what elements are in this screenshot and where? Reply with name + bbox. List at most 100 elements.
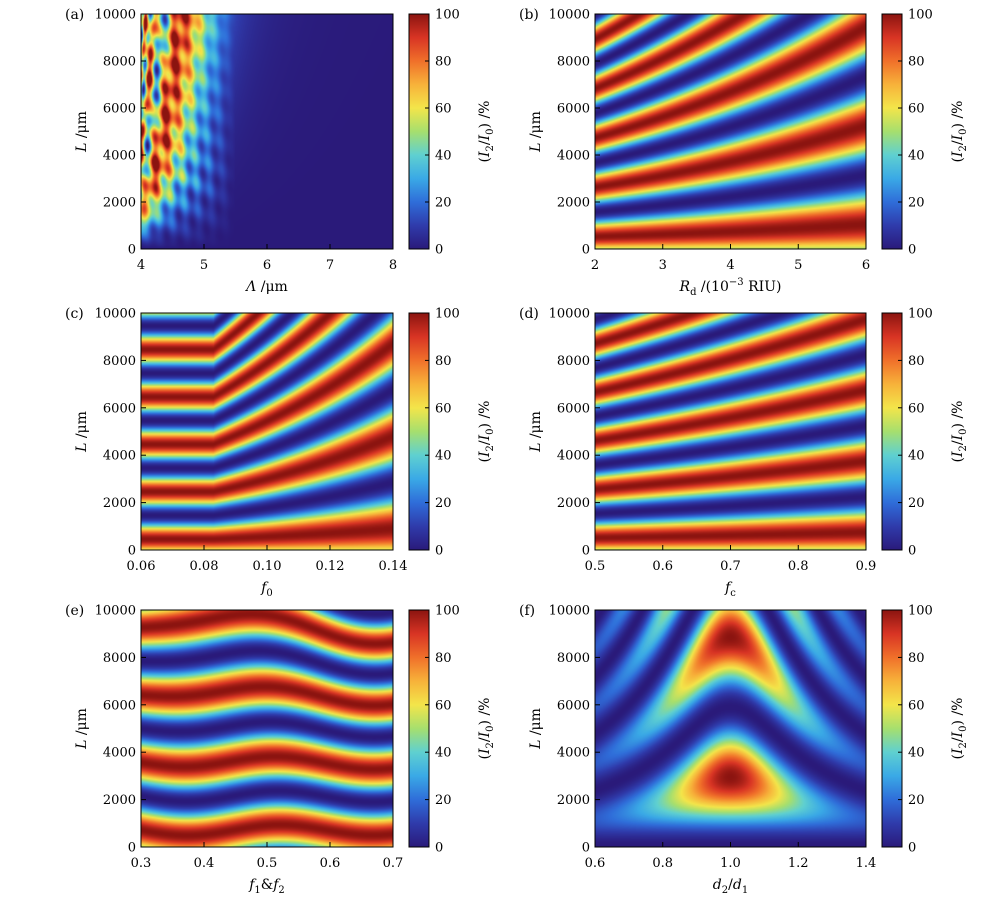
y-tick-label: 2000 [557,496,590,511]
colorbar-tick-label: 0 [908,243,916,258]
x-tick-label: 8 [389,258,397,273]
colorbar [881,312,903,551]
y-axis-label: L /μm [74,111,90,153]
heatmap-image-4 [141,610,393,847]
y-axis-label: L /μm [528,708,544,750]
colorbar-tick-label: 20 [908,496,925,511]
colorbar [408,312,430,551]
heatmap-image-2 [141,313,393,550]
colorbar-tick-label: 40 [435,149,452,164]
colorbar-tick-label: 100 [908,307,933,322]
y-tick-label: 4000 [103,449,136,464]
y-tick-label: 6000 [103,401,136,416]
y-tick-label: 2000 [557,793,590,808]
x-tick-label: 0.8 [788,559,809,574]
colorbar [408,13,430,250]
x-tick-label: 6 [263,258,271,273]
x-tick-label: 4 [137,258,145,273]
y-tick-label: 0 [128,243,136,258]
y-tick-label: 10000 [549,604,590,619]
heatmap-image-5 [595,610,866,847]
chart-panel-5: (f) 0.6 0.8 1.0 1.2 1.4 0 2000 4000 6000 8000 10000… [519,603,969,896]
x-tick-label: 1.2 [788,856,809,871]
colorbar-tick-label: 80 [908,55,925,70]
x-tick-label: 0.08 [190,559,219,574]
y-tick-label: 6000 [103,102,136,117]
y-tick-label: 4000 [103,149,136,164]
x-axis-label: f1&f2 [248,877,285,896]
y-tick-label: 2000 [557,196,590,211]
colorbar-tick-label: 60 [908,102,925,117]
y-tick-label: 8000 [103,651,136,666]
y-tick-label: 0 [128,841,136,856]
x-tick-label: 3 [659,258,667,273]
x-tick-label: 0.12 [316,559,345,574]
y-tick-label: 2000 [103,496,136,511]
colorbar-tick-label: 60 [908,401,925,416]
x-tick-label: 0.7 [720,559,741,574]
colorbar-label: (I2/I0) /% [477,401,496,463]
colorbar-tick-label: 80 [908,354,925,369]
colorbar-tick-label: 60 [435,401,452,416]
y-tick-label: 6000 [557,401,590,416]
y-tick-label: 8000 [103,354,136,369]
colorbar [881,13,903,250]
y-axis-label: L /μm [74,708,90,750]
y-tick-label: 6000 [103,698,136,713]
x-tick-label: 0.7 [383,856,404,871]
y-tick-label: 6000 [557,102,590,117]
x-tick-label: 0.3 [131,856,152,871]
x-tick-label: 0.6 [652,559,673,574]
heatmap-image-3 [595,313,866,550]
colorbar-tick-label: 0 [908,841,916,856]
x-axis-label: fc [724,580,736,599]
heatmap-image-1 [595,14,866,249]
colorbar-tick-label: 60 [435,102,452,117]
colorbar-tick-label: 20 [908,793,925,808]
x-tick-label: 7 [326,258,334,273]
colorbar-tick-label: 80 [435,354,452,369]
colorbar-tick-label: 100 [435,307,460,322]
colorbar-tick-label: 100 [435,8,460,23]
colorbar-tick-label: 100 [908,604,933,619]
colorbar-tick-label: 0 [435,841,443,856]
y-tick-label: 10000 [549,307,590,322]
y-tick-label: 10000 [95,307,136,322]
x-tick-label: 2 [591,258,599,273]
colorbar-tick-label: 100 [435,604,460,619]
y-tick-label: 10000 [95,604,136,619]
colorbar-tick-label: 60 [435,698,452,713]
x-tick-label: 0.5 [257,856,278,871]
chart-panel-4: (e) 0.3 0.4 0.5 0.6 0.7 0 2000 4000 6000 8000 10000… [65,603,496,896]
x-tick-label: 5 [794,258,802,273]
y-tick-label: 8000 [557,55,590,70]
x-tick-label: 0.8 [652,856,673,871]
colorbar-tick-label: 40 [435,449,452,464]
colorbar-tick-label: 40 [908,149,925,164]
x-tick-label: 1.0 [720,856,741,871]
x-tick-label: 0.14 [379,559,408,574]
colorbar-label: (I2/I0) /% [477,698,496,760]
y-tick-label: 0 [582,243,590,258]
y-tick-label: 0 [128,544,136,559]
y-tick-label: 6000 [557,698,590,713]
y-tick-label: 4000 [103,746,136,761]
colorbar-tick-label: 80 [908,651,925,666]
x-tick-label: 0.6 [585,856,606,871]
x-tick-label: 0.10 [253,559,282,574]
x-axis-label: d2/d1 [713,877,748,896]
y-tick-label: 2000 [103,793,136,808]
colorbar-tick-label: 40 [435,746,452,761]
x-tick-label: 0.5 [585,559,606,574]
y-tick-label: 8000 [557,651,590,666]
colorbar-tick-label: 20 [435,196,452,211]
colorbar-tick-label: 20 [908,196,925,211]
panel-label: (e) [65,603,84,619]
x-axis-label: Rd /(10−3 RIU) [679,277,782,298]
chart-panel-2: (c) 0.06 0.08 0.10 0.12 0.14 0 2000 4000 6000 8000… [65,306,496,599]
colorbar-tick-label: 0 [908,544,916,559]
y-tick-label: 0 [582,544,590,559]
colorbar-tick-label: 80 [435,651,452,666]
x-axis-label: f0 [260,580,273,599]
